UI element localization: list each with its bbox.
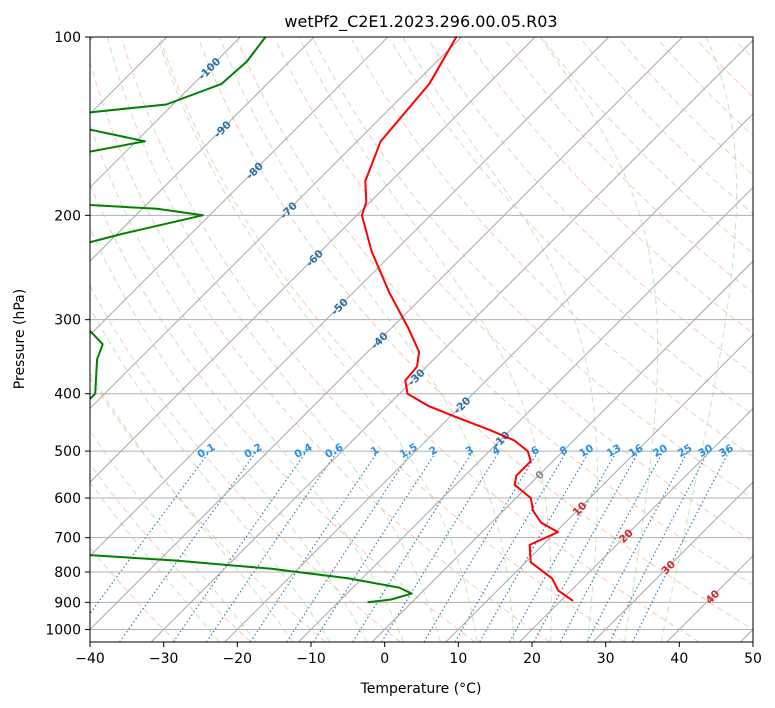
x-axis: −40 −30 −20 −10 0 10 20 30 40 50	[75, 642, 762, 667]
mixing-ratio-line	[352, 451, 474, 642]
isotherm-line	[90, 37, 462, 410]
x-tick-label: 40	[670, 651, 688, 667]
y-tick-label: 800	[54, 565, 81, 581]
mixing-ratio-line	[172, 451, 307, 642]
moist-adiabat	[402, 37, 598, 642]
moist-adiabat	[90, 122, 404, 642]
x-axis-title: Temperature (°C)	[360, 681, 482, 697]
isotherm-line	[90, 37, 241, 189]
moist-adiabat	[90, 429, 257, 642]
y-tick-label: 1000	[45, 622, 81, 638]
mixing-ratio-line	[559, 451, 664, 642]
x-tick-label: 30	[597, 651, 615, 667]
mixing-ratio-line	[423, 451, 539, 642]
x-tick-label: 20	[523, 651, 541, 667]
isotherm-line	[445, 334, 753, 642]
mixing-ratio-line	[381, 451, 500, 642]
dry-adiabat	[275, 39, 753, 543]
x-tick-label: −30	[149, 651, 179, 667]
isotherm-line	[592, 481, 753, 642]
mixing-ratio-line	[454, 451, 568, 642]
y-tick-label: 300	[54, 313, 81, 329]
dry-adiabat	[466, 39, 753, 334]
isotherm-line	[90, 37, 610, 557]
dry-adiabat	[236, 39, 753, 586]
moist-adiabat	[156, 37, 478, 642]
dry-adiabat	[122, 39, 625, 642]
y-tick-label: 900	[54, 595, 81, 611]
plot-area: -100-90-80-70-60-50-40-30-20-10010203040…	[90, 37, 753, 642]
moist-adiabat	[539, 37, 659, 642]
x-tick-label: 10	[449, 651, 467, 667]
dry-adiabat	[428, 39, 753, 375]
moist-adiabat	[106, 37, 441, 642]
y-axis-title: Pressure (hPa)	[12, 289, 28, 389]
isotherm-line	[519, 407, 753, 642]
x-tick-label: 50	[744, 651, 762, 667]
dry-adiabat	[90, 284, 401, 642]
dewpoint-profile-line	[90, 37, 413, 604]
y-tick-label: 100	[54, 30, 81, 46]
y-tick-label: 400	[54, 387, 81, 403]
mixing-ratio-line	[479, 451, 590, 642]
isotherm-line	[90, 37, 315, 262]
moist-adiabat	[90, 481, 220, 642]
chart-title: wetPf2_C2E1.2023.296.00.05.R03	[284, 12, 557, 32]
plot-frame	[89, 36, 754, 643]
isotherm-line	[90, 37, 389, 336]
moist-adiabat	[90, 306, 331, 642]
profile-series	[90, 37, 574, 604]
y-tick-label: 200	[54, 208, 81, 224]
isotherm-line	[90, 37, 683, 631]
y-tick-label: 500	[54, 444, 81, 460]
isobar-grid	[90, 37, 753, 630]
isotherm-line	[371, 260, 753, 642]
moist-adiabat	[298, 37, 552, 642]
dry-adiabat	[160, 39, 700, 642]
mixing-ratio-line	[509, 451, 618, 642]
x-tick-label: −20	[223, 651, 253, 667]
y-axis: 100 200 300 400 500 600 700 800 900 1000	[45, 30, 90, 638]
y-tick-label: 600	[54, 491, 81, 507]
isotherm-line	[298, 186, 753, 642]
isotherm-line	[150, 39, 753, 642]
isotherm-line	[224, 113, 753, 642]
mixing-ratio-line	[119, 451, 257, 642]
dry-adiabat	[351, 39, 753, 457]
x-tick-label: −40	[75, 651, 105, 667]
moist-adiabat	[90, 227, 368, 642]
x-tick-label: −10	[296, 651, 326, 667]
mixing-ratio-line	[90, 451, 210, 615]
mixing-ratio-line	[205, 451, 338, 642]
temperature-profile-line	[360, 37, 574, 602]
dry-adiabat	[90, 60, 551, 642]
moist-adiabat	[219, 37, 515, 642]
dry-adiabat	[313, 39, 753, 500]
dry-adiabat	[581, 39, 753, 215]
dry-adiabat	[90, 463, 252, 642]
y-tick-label: 700	[54, 531, 81, 547]
isotherm-line	[90, 37, 536, 483]
mixing-ratio-line	[313, 451, 437, 642]
x-tick-label: 0	[380, 651, 389, 667]
dry-adiabat	[543, 39, 753, 254]
isotherm-grid	[90, 37, 753, 642]
